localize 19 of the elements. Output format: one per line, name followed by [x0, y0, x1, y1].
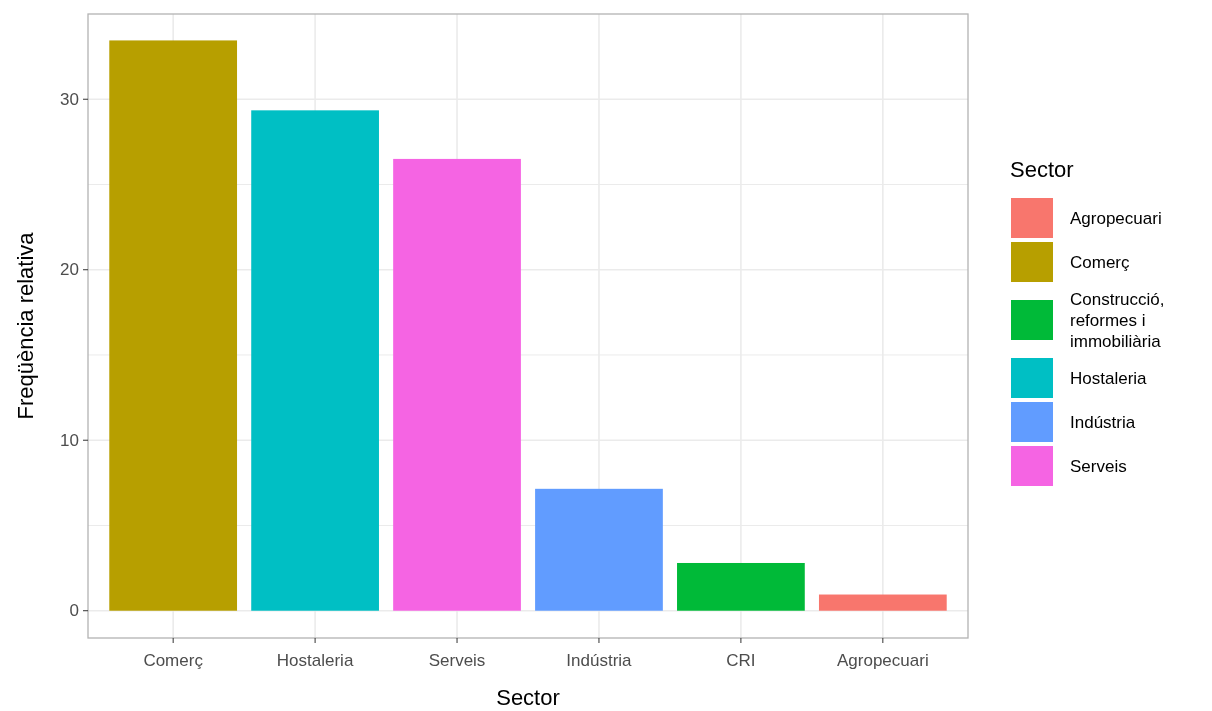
x-tick-label: Indústria — [566, 651, 633, 670]
x-tick-label: Comerç — [143, 651, 204, 670]
legend-label: Construcció, reformes i immobiliària — [1070, 290, 1165, 351]
x-tick-label: Agropecuari — [837, 651, 929, 670]
x-tick-label: Hostaleria — [276, 651, 354, 670]
legend-label: Indústria — [1070, 413, 1136, 432]
y-tick-label: 30 — [60, 89, 79, 109]
legend-title: Sector — [1010, 157, 1074, 182]
y-axis-title: Freqüència relativa — [13, 231, 38, 420]
legend-label: Agropecuari — [1070, 209, 1162, 228]
x-tick-label: CRI — [726, 651, 756, 670]
legend-label: Comerç — [1070, 253, 1131, 272]
x-axis-title: Sector — [496, 685, 560, 710]
legend-label: Serveis — [1070, 457, 1127, 476]
x-tick-label: Serveis — [428, 651, 486, 670]
y-tick-label: 20 — [60, 260, 79, 280]
y-tick-label: 10 — [60, 430, 79, 450]
legend-label: Hostaleria — [1070, 369, 1148, 388]
y-tick-label: 0 — [69, 601, 79, 621]
